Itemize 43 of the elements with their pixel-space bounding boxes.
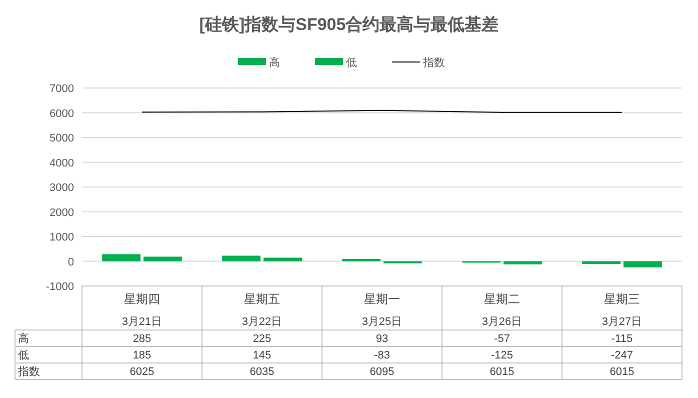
data-label: 6095 — [370, 366, 394, 378]
data-label: -57 — [494, 333, 510, 345]
bar — [624, 261, 662, 268]
y-tick-label: 3000 — [50, 182, 74, 194]
data-label: -83 — [374, 350, 390, 362]
bar — [102, 254, 140, 262]
y-tick-label: 4000 — [50, 157, 74, 170]
x-tick-label: 星期五 3月22日 — [242, 292, 282, 328]
data-label: 93 — [376, 333, 388, 345]
text: 低 — [18, 350, 29, 362]
text: 指数 — [18, 366, 40, 378]
y-tick-label: 2000 — [50, 206, 74, 219]
y-tick-label: 0 — [68, 256, 74, 268]
bar — [504, 261, 542, 264]
x-tick-label: 星期四 3月21日 — [122, 292, 162, 328]
data-label: 285 — [132, 333, 152, 345]
y-tick-label: -1000 — [46, 281, 74, 293]
data-label: 6015 — [610, 366, 634, 378]
chart-title: [硅铁]指数与SF905合约最高与最低基差 — [199, 15, 499, 34]
data-label: -125 — [490, 350, 514, 362]
legend-label: 指数 — [422, 57, 445, 69]
legend-label: 高 — [269, 56, 280, 69]
bar — [342, 258, 380, 262]
bar — [144, 256, 182, 262]
y-tick-label: 5000 — [50, 132, 74, 144]
data-label: -115 — [611, 333, 633, 345]
data-label: 185 — [132, 350, 152, 362]
data-label: 225 — [252, 333, 272, 345]
x-tick-label: 星期二 3月26日 — [482, 292, 522, 328]
data-label: 6025 — [130, 366, 154, 378]
data-label: 6035 — [250, 366, 274, 378]
legend-label: 低 — [346, 57, 357, 69]
y-tick-label: 1000 — [50, 232, 74, 244]
x-tick-label: 星期一 3月25日 — [362, 292, 402, 328]
data-label: -247 — [610, 350, 634, 362]
bar — [264, 258, 302, 262]
bar — [222, 256, 260, 262]
data-label: 145 — [252, 350, 272, 362]
y-tick-label: 7000 — [50, 83, 74, 95]
x-tick-label: 星期三 3月27日 — [602, 292, 642, 328]
text: 高 — [18, 333, 29, 345]
data-label: 6015 — [490, 366, 514, 378]
y-tick-label: 6000 — [50, 108, 74, 120]
